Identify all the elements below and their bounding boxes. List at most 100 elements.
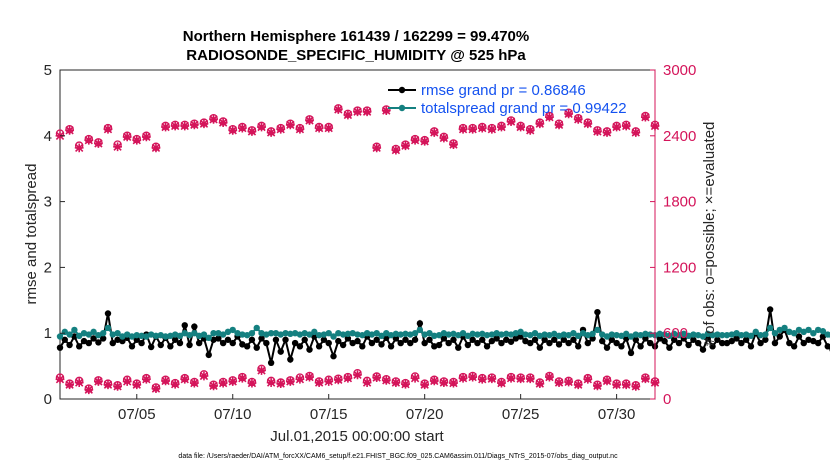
rmse-point: [632, 336, 640, 343]
data-file-footnote: data file: /Users/raeder/DAI/ATM_forcXX/…: [178, 453, 618, 460]
rmse-point: [224, 336, 232, 343]
obs-evaluated-marker: [573, 114, 583, 124]
rmse-point: [790, 343, 798, 350]
rmse-point: [594, 308, 601, 316]
rmse-point: [786, 339, 793, 347]
totalspread-point: [805, 326, 812, 334]
obs-evaluated-marker: [228, 377, 238, 386]
obs-count-series: [55, 104, 660, 395]
obs-evaluated-marker: [593, 381, 602, 391]
rmse-point: [61, 336, 68, 343]
rmse-point: [119, 337, 126, 345]
obs-evaluated-marker: [161, 122, 170, 132]
rmse-point: [335, 337, 342, 345]
rmse-point: [522, 337, 529, 345]
totalspread-point: [56, 333, 64, 340]
totalspread-point: [656, 330, 663, 338]
totalspread-point: [119, 333, 126, 340]
obs-evaluated-marker: [180, 121, 190, 131]
obs-evaluated-marker: [228, 125, 238, 135]
obs-evaluated-marker: [170, 121, 180, 131]
totalspread-point: [311, 328, 318, 336]
rmse-point: [263, 339, 270, 347]
totalspread-point: [555, 332, 563, 340]
legend: rmse grand pr = 0.86846 totalspread gran…: [388, 82, 627, 117]
totalspread-point: [267, 330, 275, 337]
rmse-point: [431, 343, 438, 350]
obs-evaluated-marker: [141, 132, 151, 142]
rmse-point: [157, 341, 164, 349]
obs-evaluated-marker: [621, 121, 631, 131]
obs-evaluated-marker: [305, 372, 314, 382]
obs-evaluated-marker: [151, 384, 161, 393]
obs-evaluated-marker: [132, 380, 142, 390]
rmse-point: [253, 344, 260, 351]
rmse-point: [814, 339, 822, 347]
rmse-point: [90, 335, 97, 342]
rmse-point: [551, 336, 558, 343]
rmse-point: [387, 343, 395, 350]
rmse-point: [229, 339, 236, 347]
obs-evaluated-marker: [266, 128, 276, 137]
obs-evaluated-marker: [199, 371, 209, 381]
totalspread-point: [99, 330, 107, 337]
totalspread-point: [162, 333, 169, 340]
obs-evaluated-marker: [410, 135, 420, 145]
rmse-point: [541, 336, 548, 343]
rmse-point: [627, 349, 635, 357]
totalspread-point: [469, 330, 476, 338]
obs-evaluated-marker: [199, 119, 209, 129]
totalspread-point: [282, 330, 289, 337]
rmse-point: [450, 336, 457, 343]
rmse-point: [95, 339, 102, 346]
obs-evaluated-marker: [391, 145, 401, 155]
rmse-point: [258, 335, 265, 342]
totalspread-point: [488, 331, 496, 338]
totalspread-point: [258, 330, 265, 337]
totalspread-point: [75, 332, 83, 340]
rmse-point: [647, 339, 654, 347]
obs-evaluated-marker: [545, 372, 554, 382]
rmse-spread-series: [56, 306, 830, 367]
totalspread-point: [325, 330, 332, 337]
rmse-point: [517, 333, 524, 340]
totalspread-point: [215, 330, 222, 337]
rmse-point: [555, 341, 563, 348]
totalspread-point: [104, 324, 112, 332]
totalspread-point: [479, 330, 486, 338]
rmse-point: [608, 336, 616, 343]
rmse-point: [599, 337, 606, 345]
rmse-point: [301, 336, 308, 343]
totalspread-point: [71, 326, 78, 334]
obs-evaluated-marker: [74, 378, 84, 387]
totalspread-point: [411, 330, 419, 337]
obs-evaluated-marker: [410, 373, 420, 383]
rmse-line: [59, 309, 830, 364]
obs-evaluated-marker: [103, 124, 113, 134]
totalspread-point: [133, 331, 140, 339]
rmse-point: [421, 339, 428, 347]
obs-evaluated-marker: [314, 123, 324, 133]
totalspread-point: [546, 331, 553, 339]
x-tick-label: 07/30: [598, 406, 636, 423]
totalspread-point: [407, 331, 414, 338]
rmse-point: [186, 341, 193, 349]
obs-evaluated-marker: [65, 380, 74, 390]
totalspread-point: [152, 332, 160, 340]
x-tick-label: 07/25: [502, 406, 540, 423]
y-tick-label: 0: [44, 391, 52, 408]
totalspread-point: [661, 331, 668, 338]
obs-evaluated-marker: [516, 374, 526, 384]
obs-evaluated-marker: [468, 372, 478, 382]
obs-evaluated-marker: [209, 381, 218, 391]
totalspread-point: [387, 331, 395, 339]
obs-evaluated-marker: [525, 125, 535, 135]
obs-evaluated-marker: [161, 376, 170, 386]
totalspread-point: [200, 331, 208, 338]
rmse-point: [613, 339, 620, 347]
plot-area: [59, 69, 656, 400]
x-tick-label: 07/15: [310, 406, 348, 423]
rmse-point: [718, 339, 726, 347]
rmse-point: [219, 339, 227, 347]
obs-evaluated-marker: [545, 112, 554, 122]
